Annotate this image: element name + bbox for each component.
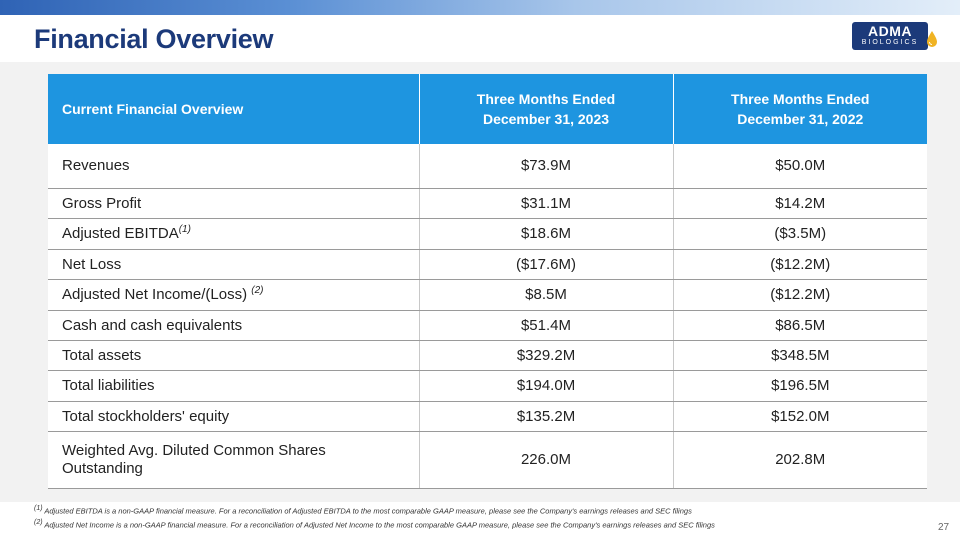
table-row-gross-profit: Gross Profit $31.1M $14.2M <box>48 188 927 219</box>
row-label-text: Gross Profit <box>62 194 142 212</box>
table-row-diluted-shares: Weighted Avg. Diluted Common Shares Outs… <box>48 431 927 489</box>
header-three-months-2023: Three Months Ended December 31, 2023 <box>419 74 674 144</box>
value-2022: $86.5M <box>673 310 927 341</box>
financial-overview-table: Current Financial Overview Three Months … <box>48 74 927 489</box>
table-row-adjusted-ebitda: Adjusted EBITDA(1) $18.6M ($3.5M) <box>48 218 927 250</box>
value-2023: 226.0M <box>419 431 674 489</box>
table-row-cash: Cash and cash equivalents $51.4M $86.5M <box>48 310 927 341</box>
table-row-revenues: Revenues $73.9M $50.0M <box>48 144 927 189</box>
row-label-text: Net Loss <box>62 255 122 273</box>
row-label-text: Adjusted EBITDA <box>62 225 179 242</box>
droplet-icon <box>927 31 937 47</box>
row-label: Gross Profit <box>48 188 420 219</box>
logo-text-adma: ADMA <box>868 23 912 39</box>
header-current-financial-overview: Current Financial Overview <box>48 74 420 144</box>
footnote-2-text: Adjusted Net Income is a non-GAAP financ… <box>44 520 715 530</box>
value-2022: $14.2M <box>673 188 927 219</box>
header-label: Three Months Ended December 31, 2022 <box>731 91 870 127</box>
footnote-2: (2) Adjusted Net Income is a non-GAAP fi… <box>34 519 715 530</box>
row-label: Adjusted EBITDA(1) <box>48 218 420 250</box>
header-label: Three Months Ended December 31, 2023 <box>476 91 616 127</box>
value-2022: ($12.2M) <box>673 249 927 280</box>
table-row-net-loss: Net Loss ($17.6M) ($12.2M) <box>48 249 927 280</box>
value-2023: $135.2M <box>419 401 674 432</box>
footnote-2-marker: (2) <box>34 519 43 526</box>
row-label-text: Cash and cash equivalents <box>62 316 243 334</box>
value-2022: $348.5M <box>673 340 927 371</box>
table-header-row: Current Financial Overview Three Months … <box>48 74 927 144</box>
value-2022: ($12.2M) <box>673 279 927 311</box>
row-label-text: Revenues <box>62 157 130 175</box>
page-title: Financial Overview <box>34 24 274 54</box>
value-2022: $196.5M <box>673 370 927 402</box>
value-2023: $51.4M <box>419 310 674 341</box>
row-label-text: Total stockholders' equity <box>62 407 230 425</box>
row-label: Net Loss <box>48 249 420 280</box>
value-2023: $18.6M <box>419 218 674 250</box>
header-label: Current Financial Overview <box>62 101 244 117</box>
footnote-marker: (2) <box>251 285 264 296</box>
value-2022: ($3.5M) <box>673 218 927 250</box>
footnote-1-marker: (1) <box>34 505 43 512</box>
row-label: Total liabilities <box>48 370 420 402</box>
row-label: Total assets <box>48 340 420 371</box>
value-2023: $194.0M <box>419 370 674 402</box>
top-gradient-band <box>0 0 960 15</box>
row-label-text: Adjusted Net Income/(Loss) <box>62 286 252 303</box>
value-2023: ($17.6M) <box>419 249 674 280</box>
row-label: Weighted Avg. Diluted Common Shares Outs… <box>48 431 420 489</box>
row-label-text: Weighted Avg. Diluted Common Shares Outs… <box>62 441 326 477</box>
row-label: Total stockholders' equity <box>48 401 420 432</box>
header-three-months-2022: Three Months Ended December 31, 2022 <box>673 74 927 144</box>
row-label-text: Total assets <box>62 346 142 364</box>
logo-text-biologics: BIOLOGICS <box>861 39 919 46</box>
value-2023: $73.9M <box>419 144 674 189</box>
logo-box <box>852 22 928 50</box>
footnote-marker: (1) <box>178 224 191 235</box>
value-2023: $8.5M <box>419 279 674 311</box>
value-2022: $50.0M <box>673 144 927 189</box>
value-2022: 202.8M <box>673 431 927 489</box>
footnote-1: (1) Adjusted EBITDA is a non-GAAP financ… <box>34 505 692 516</box>
table-row-stockholders-equity: Total stockholders' equity $135.2M $152.… <box>48 401 927 432</box>
value-2023: $31.1M <box>419 188 674 219</box>
row-label-text: Total liabilities <box>62 377 155 394</box>
row-label: Cash and cash equivalents <box>48 310 420 341</box>
adma-biologics-logo: ADMA BIOLOGICS <box>852 22 937 50</box>
page-number: 27 <box>938 522 950 533</box>
row-label: Revenues <box>48 144 420 189</box>
row-label: Adjusted Net Income/(Loss) (2) <box>48 279 420 311</box>
footnote-1-text: Adjusted EBITDA is a non-GAAP financial … <box>44 506 692 516</box>
value-2022: $152.0M <box>673 401 927 432</box>
table-row-total-assets: Total assets $329.2M $348.5M <box>48 340 927 371</box>
table-row-adjusted-net-income: Adjusted Net Income/(Loss) (2) $8.5M ($1… <box>48 279 927 311</box>
value-2023: $329.2M <box>419 340 674 371</box>
table-row-total-liabilities: Total liabilities $194.0M $196.5M <box>48 370 927 402</box>
